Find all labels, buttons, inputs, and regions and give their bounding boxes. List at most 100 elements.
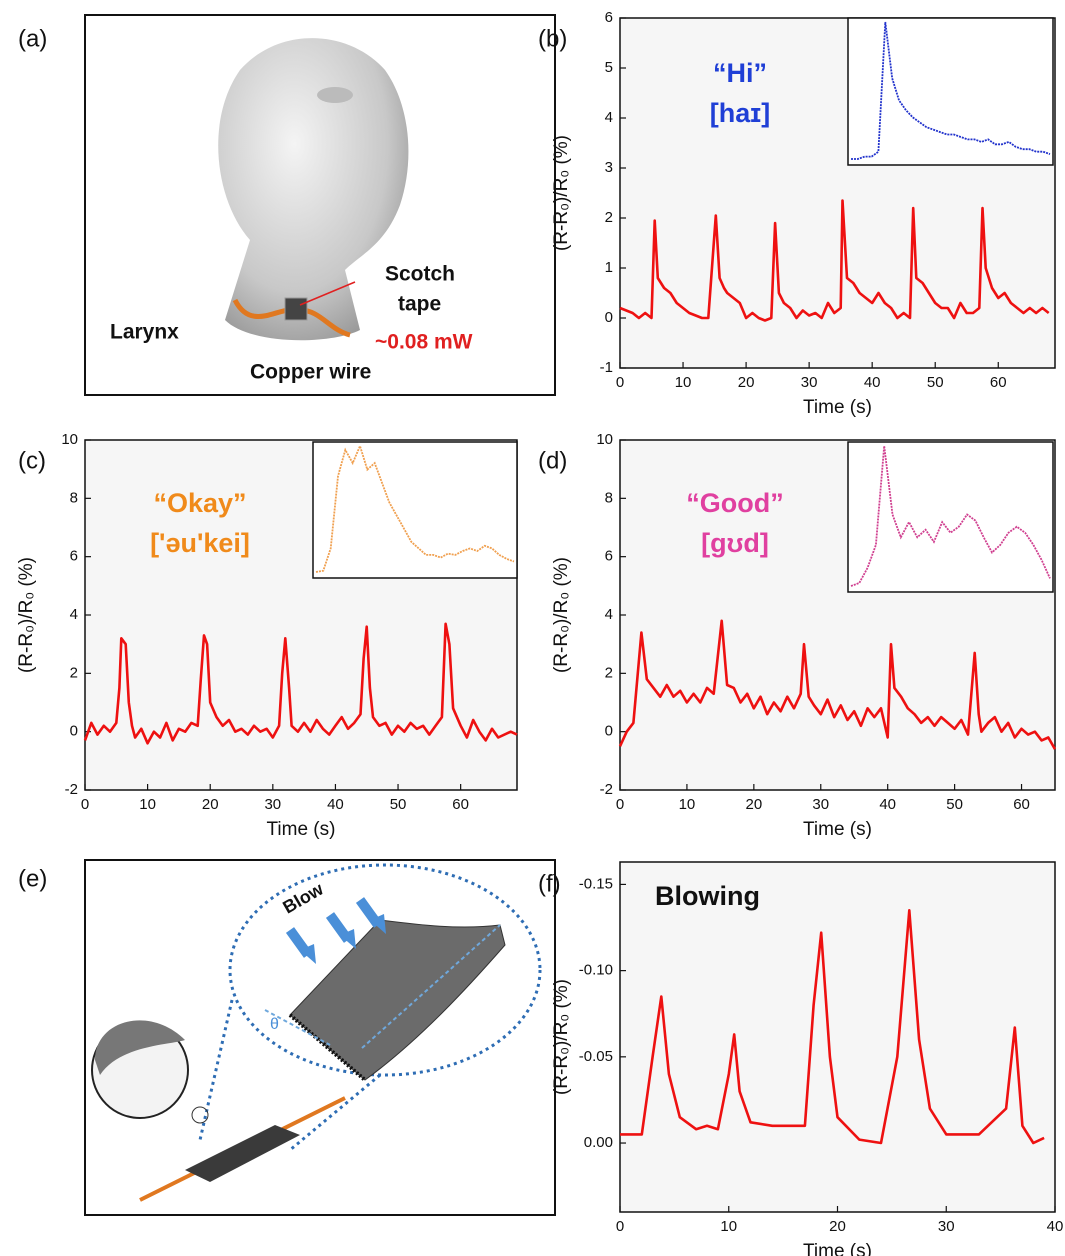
y-tick-label: -0.15 <box>579 875 613 892</box>
x-tick-label: 40 <box>1047 1218 1064 1235</box>
panel-label: (e) <box>18 865 47 892</box>
y-tick-label: 0.00 <box>584 1134 613 1151</box>
y-tick-label: 2 <box>70 664 78 681</box>
panel-label: (d) <box>538 447 567 474</box>
plot-area <box>619 861 1056 1213</box>
x-tick-label: 60 <box>990 374 1007 391</box>
film <box>289 919 506 1081</box>
panel-label: (f) <box>538 870 561 897</box>
inset-line <box>315 443 515 573</box>
chart-title: “Good” <box>686 488 783 518</box>
breath <box>191 1106 209 1124</box>
y-tick-label: 4 <box>605 606 613 623</box>
x-tick-label: 30 <box>938 1218 955 1235</box>
y-tick-label: 6 <box>70 548 78 565</box>
y-tick-label: 10 <box>61 431 78 448</box>
chart: 0 10 20 30 40 0.00 -0.05 -0.10 -0.15 Time (s) (R-R… <box>538 861 1064 1256</box>
x-tick-label: 40 <box>879 796 896 813</box>
chart-title: ['əu'kei] <box>150 528 250 558</box>
x-tick-label: 10 <box>720 1218 737 1235</box>
y-tick-label: 4 <box>70 606 78 623</box>
data-line <box>619 199 1050 322</box>
x-tick-label: 60 <box>452 796 469 813</box>
x-tick-label: 40 <box>864 374 881 391</box>
x-tick-label: 40 <box>327 796 344 813</box>
panel-label: (b) <box>538 25 567 52</box>
hair <box>95 1020 185 1075</box>
label: Scotch <box>385 263 455 286</box>
chart-title: [gʊd] <box>701 528 769 558</box>
data-line <box>83 622 518 745</box>
y-tick-label: 4 <box>605 109 613 126</box>
y-axis-label: (R-R₀)/R₀ (%) <box>551 557 572 673</box>
y-tick-label: -2 <box>600 781 613 798</box>
x-axis-label: Time (s) <box>803 819 872 840</box>
label: Copper wire <box>250 361 371 384</box>
y-axis-label: (R-R₀)/R₀ (%) <box>551 135 572 251</box>
x-axis-label: Time (s) <box>803 1241 872 1256</box>
panel-label: (a) <box>18 25 47 52</box>
label: tape <box>398 293 441 316</box>
y-tick-label: 8 <box>70 489 78 506</box>
x-tick-label: 30 <box>812 796 829 813</box>
label: Larynx <box>110 321 179 344</box>
y-tick-label: -2 <box>65 781 78 798</box>
y-tick-label: 5 <box>605 59 613 76</box>
arrow <box>299 281 356 306</box>
electrode <box>288 1013 367 1082</box>
x-tick-label: 10 <box>679 796 696 813</box>
y-tick-label: 6 <box>605 548 613 565</box>
y-axis-label: (R-R₀)/R₀ (%) <box>551 979 572 1095</box>
x-tick-label: 20 <box>738 374 755 391</box>
inset-frame <box>847 17 1054 166</box>
y-axis-label: (R-R₀)/R₀ (%) <box>16 557 37 673</box>
panel-a: Scotch tape ~0.08 mW Larynx Copper wire … <box>18 14 556 396</box>
x-tick-label: 50 <box>946 796 963 813</box>
y-tick-label: -0.05 <box>579 1048 613 1065</box>
x-tick-label: 20 <box>202 796 219 813</box>
panel-label: (c) <box>18 447 46 474</box>
y-tick-label: 2 <box>605 209 613 226</box>
inset-frame <box>312 441 518 579</box>
y-tick-label: -0.10 <box>579 962 613 979</box>
x-tick-label: 30 <box>801 374 818 391</box>
sensor <box>284 297 308 321</box>
x-tick-label: 10 <box>139 796 156 813</box>
sensor <box>185 1125 300 1182</box>
head <box>218 38 409 341</box>
y-tick-label: 6 <box>605 9 613 26</box>
x-tick-label: 50 <box>927 374 944 391</box>
x-tick-label: 20 <box>829 1218 846 1235</box>
y-tick-label: 2 <box>605 664 613 681</box>
angle-line <box>361 924 501 1049</box>
inset-frame <box>847 441 1054 593</box>
inset-line <box>851 21 1051 160</box>
x-tick-label: 30 <box>264 796 281 813</box>
x-tick-label: 10 <box>675 374 692 391</box>
chart-title: “Hi” <box>713 58 767 88</box>
label: θ <box>270 1016 279 1033</box>
y-tick-label: 0 <box>70 723 78 740</box>
eye <box>317 87 353 103</box>
zoom-line <box>198 999 234 1141</box>
blow-arrowheads <box>300 914 386 964</box>
y-tick-label: 1 <box>605 259 613 276</box>
panel-e: Blow θ (e) <box>18 859 556 1216</box>
chart-title: [haɪ] <box>710 98 770 128</box>
label: ~0.08 mW <box>375 331 473 354</box>
angle-line <box>264 1009 331 1046</box>
data-line <box>618 619 1057 750</box>
x-tick-label: 0 <box>81 796 89 813</box>
zoom-line <box>289 1073 381 1152</box>
chart-title: “Okay” <box>153 488 246 518</box>
x-tick-label: 0 <box>616 796 624 813</box>
x-tick-label: 0 <box>616 1218 624 1235</box>
x-tick-label: 0 <box>616 374 624 391</box>
y-tick-label: 8 <box>605 489 613 506</box>
y-tick-label: 0 <box>605 309 613 326</box>
y-tick-label: -1 <box>600 359 613 376</box>
y-tick-label: 0 <box>605 723 613 740</box>
